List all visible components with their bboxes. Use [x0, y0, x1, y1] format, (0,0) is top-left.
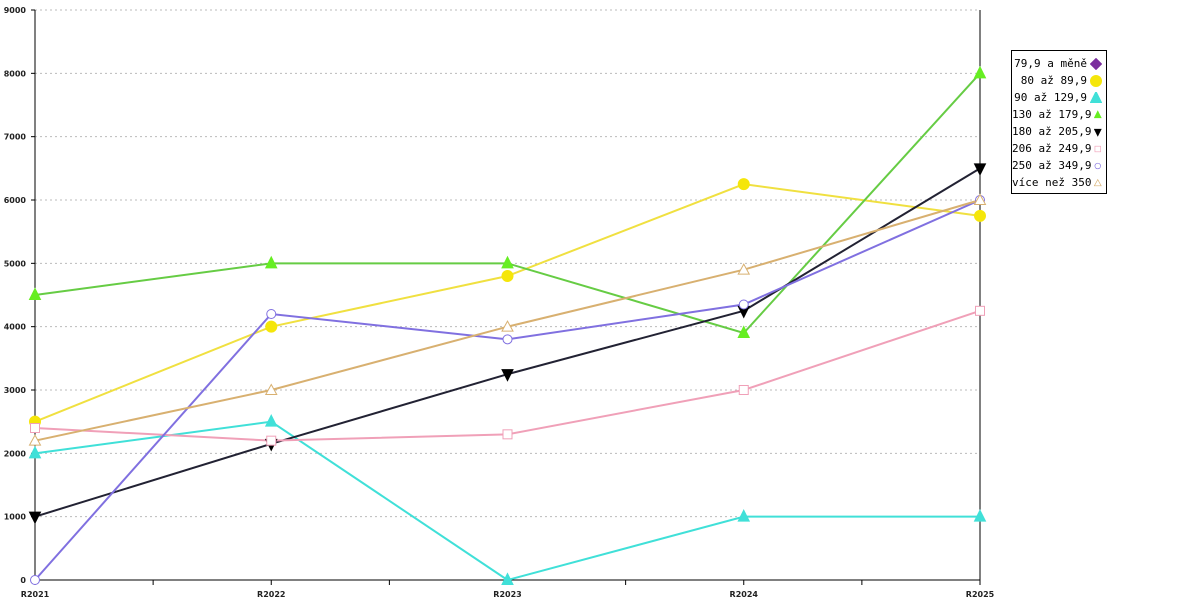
data-point — [973, 509, 987, 522]
legend-marker-icon — [1094, 178, 1102, 186]
data-point — [974, 209, 986, 222]
data-point — [264, 414, 278, 427]
data-point — [28, 511, 42, 525]
legend-marker-icon — [1090, 74, 1102, 87]
y-tick-label: 2000 — [4, 449, 27, 458]
legend-item: 80 až 89,9 — [1012, 72, 1106, 89]
series-line — [34, 183, 981, 423]
data-point — [738, 385, 749, 395]
legend-item: 79,9 a měně — [1012, 55, 1106, 72]
y-tick-label: 7000 — [4, 133, 27, 142]
data-point — [501, 572, 514, 585]
data-point — [28, 445, 42, 459]
data-point — [28, 434, 42, 446]
y-tick-label: 6000 — [4, 196, 27, 205]
data-point — [737, 325, 751, 338]
legend-item: 130 až 179,9 — [1012, 106, 1106, 123]
legend-item: 90 až 129,9 — [1012, 89, 1106, 106]
legend-marker-icon — [1094, 109, 1102, 118]
data-point — [737, 178, 750, 191]
y-tick-label: 1000 — [4, 513, 27, 522]
y-axis-tick-labels: 0 1000 2000 3000 4000 5000 6000 7000 8000 9000 — [4, 6, 27, 585]
data-point — [264, 383, 278, 395]
y-tick-label: 3000 — [4, 386, 27, 395]
legend-item: 206 až 249,9 — [1012, 140, 1106, 157]
y-tick-label: 0 — [20, 576, 26, 585]
x-tick-label: R2024 — [730, 590, 759, 599]
x-tick-label: R2025 — [966, 590, 995, 599]
legend-label: 206 až 249,9 — [1012, 142, 1092, 155]
legend-marker-icon — [1090, 57, 1102, 70]
legend-marker-icon — [1095, 162, 1102, 169]
data-point — [266, 309, 277, 319]
y-tick-label: 5000 — [4, 259, 27, 268]
legend-item: 250 až 349,9 — [1012, 157, 1106, 174]
data-point — [973, 65, 987, 79]
x-axis-tick-labels: R2021 R2022 R2023 R2024 R2025 — [21, 590, 995, 599]
legend-marker-icon — [1094, 128, 1102, 137]
legend-label: 90 až 129,9 — [1014, 91, 1087, 104]
x-tick-label: R2023 — [493, 590, 521, 599]
legend-marker-icon — [1090, 91, 1102, 103]
series-line — [34, 72, 981, 335]
legend-label: 79,9 a měně — [1014, 57, 1087, 70]
legend-marker-icon — [1095, 145, 1102, 152]
data-point — [30, 575, 40, 585]
data-point — [738, 299, 749, 310]
data-point — [975, 305, 985, 316]
chart-axes — [31, 9, 981, 585]
legend-label: 180 až 205,9 — [1012, 125, 1092, 138]
data-point — [30, 423, 40, 433]
chart-legend: 79,9 a měně 80 až 89,9 90 až 129,9 130 až 1… — [1011, 50, 1107, 194]
data-point — [973, 163, 987, 176]
data-point — [501, 320, 514, 332]
data-point — [266, 435, 277, 446]
legend-label: 130 až 179,9 — [1012, 108, 1092, 121]
data-point — [737, 263, 751, 275]
y-tick-label: 8000 — [4, 69, 27, 78]
data-point — [501, 270, 514, 282]
data-point — [737, 509, 751, 522]
x-tick-label: R2022 — [257, 590, 285, 599]
data-point — [28, 287, 42, 300]
data-point — [502, 334, 513, 345]
data-point — [501, 369, 514, 382]
data-point — [264, 255, 278, 269]
y-tick-label: 9000 — [4, 6, 27, 15]
data-point — [973, 193, 987, 205]
data-point — [502, 429, 513, 440]
series-line — [34, 420, 980, 582]
legend-item: 180 až 205,9 — [1012, 123, 1106, 140]
legend-label: 80 až 89,9 — [1020, 74, 1087, 87]
series-markers — [28, 65, 987, 585]
legend-label: více než 350 — [1012, 176, 1092, 189]
y-tick-label: 4000 — [4, 323, 27, 332]
legend-label: 250 až 349,9 — [1012, 159, 1092, 172]
data-point — [265, 320, 278, 333]
data-point — [501, 255, 514, 269]
legend-item: více než 350 — [1012, 174, 1106, 191]
x-tick-label: R2021 — [21, 590, 50, 599]
